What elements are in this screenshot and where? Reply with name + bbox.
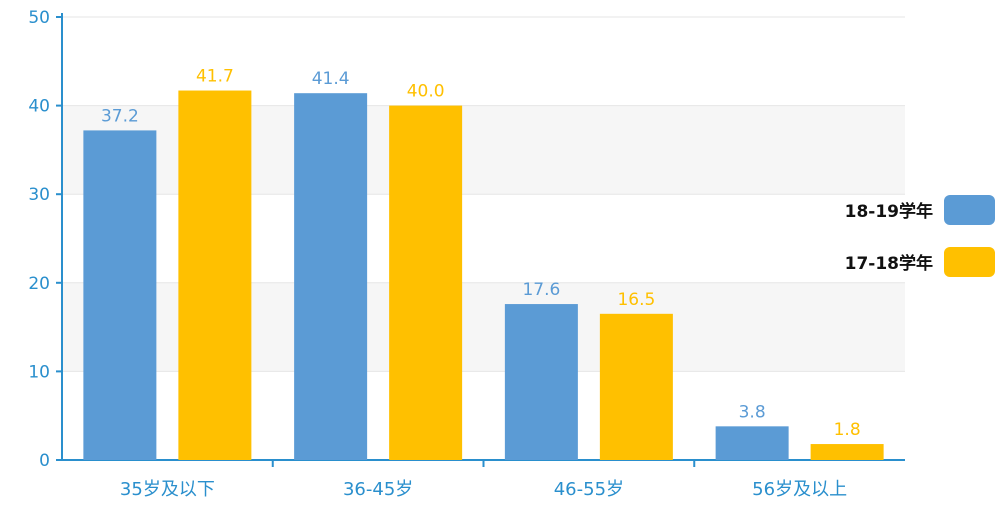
bar [715, 426, 789, 460]
data-label: 17.6 [522, 280, 560, 300]
data-label: 40.0 [407, 82, 445, 102]
bar [83, 130, 157, 460]
x-tick-label: 35岁及以下 [120, 479, 215, 500]
x-tick-label: 36-45岁 [343, 479, 413, 500]
legend-label: 17-18学年 [845, 253, 933, 274]
data-label: 3.8 [739, 402, 766, 422]
data-label: 16.5 [617, 290, 655, 310]
bar [599, 313, 673, 460]
bar [389, 105, 463, 460]
y-tick-label: 20 [28, 274, 50, 294]
x-tick-label: 46-55岁 [554, 479, 624, 500]
data-label: 41.4 [312, 69, 350, 89]
x-tick-label: 56岁及以上 [752, 479, 847, 500]
y-tick-label: 50 [28, 8, 50, 28]
data-label: 41.7 [196, 67, 234, 87]
bar [810, 444, 884, 460]
y-tick-label: 10 [28, 362, 50, 382]
legend-swatch [944, 247, 995, 277]
legend-label: 18-19学年 [845, 201, 933, 222]
data-label: 37.2 [101, 106, 139, 126]
legend-swatch [944, 195, 995, 225]
bar [178, 90, 252, 461]
y-tick-label: 0 [39, 451, 50, 471]
data-label: 1.8 [834, 420, 861, 440]
y-tick-label: 40 [28, 97, 50, 117]
bar [504, 304, 578, 460]
y-tick-label: 30 [28, 185, 50, 205]
bar [294, 93, 368, 461]
